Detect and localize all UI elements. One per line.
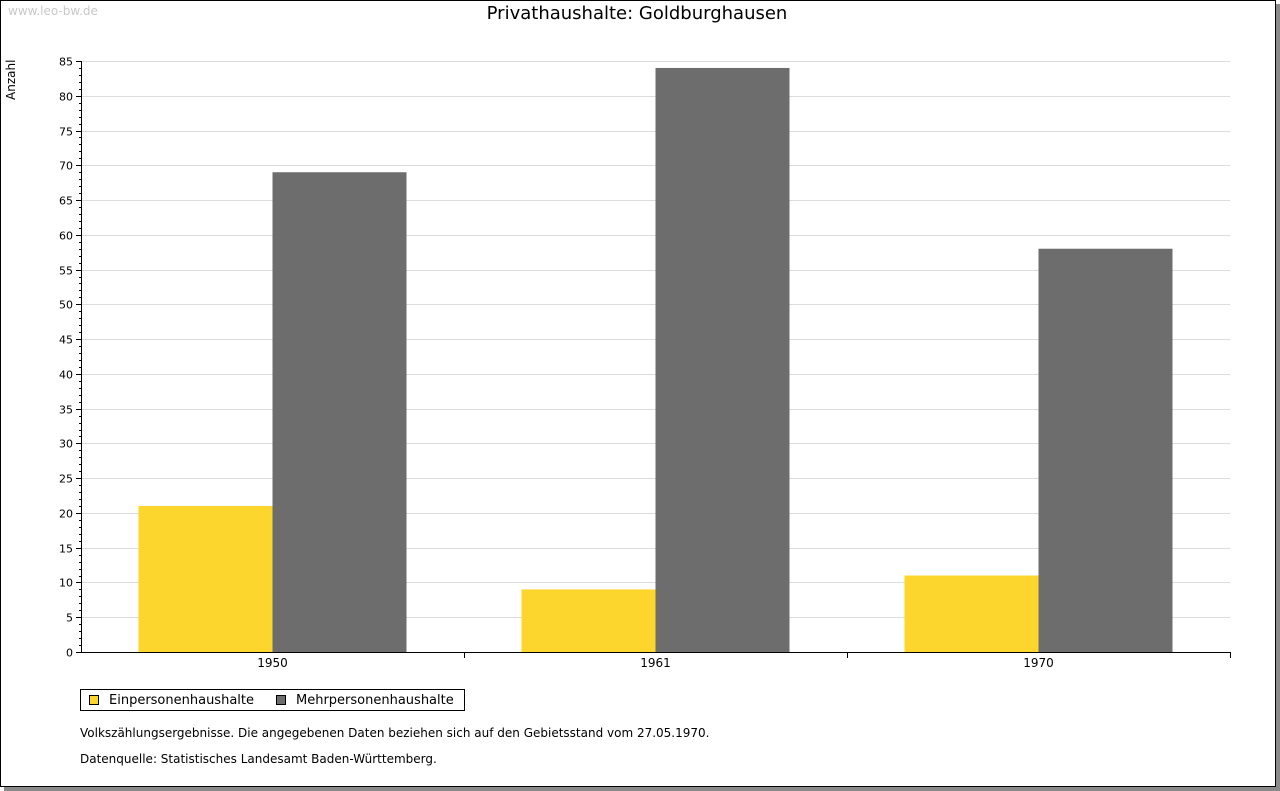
legend: Einpersonenhaushalte Mehrpersonenhaushal… bbox=[80, 689, 465, 711]
y-tick-label: 0 bbox=[66, 647, 73, 660]
legend-swatch-einpersonen bbox=[89, 695, 99, 705]
y-tick-label: 40 bbox=[59, 369, 73, 382]
y-tick-label: 30 bbox=[59, 438, 73, 451]
y-tick-label: 60 bbox=[59, 230, 73, 243]
y-tick-label: 70 bbox=[59, 160, 73, 173]
y-tick-label: 85 bbox=[59, 56, 73, 69]
y-tick-label: 15 bbox=[59, 543, 73, 556]
legend-item-mehrpersonen: Mehrpersonenhaushalte bbox=[276, 693, 454, 708]
legend-item-einpersonen: Einpersonenhaushalte bbox=[89, 693, 254, 708]
y-tick-label: 35 bbox=[59, 404, 73, 417]
bar-1970-1 bbox=[1038, 248, 1173, 652]
y-tick-label: 50 bbox=[59, 299, 73, 312]
y-tick-label: 20 bbox=[59, 508, 73, 521]
x-tick-label: 1961 bbox=[640, 656, 671, 670]
bar-1950-0 bbox=[138, 505, 273, 652]
y-tick-label: 65 bbox=[59, 195, 73, 208]
y-tick-label: 55 bbox=[59, 265, 73, 278]
y-tick-label: 25 bbox=[59, 473, 73, 486]
bar-1961-0 bbox=[521, 589, 656, 652]
legend-label-einpersonen: Einpersonenhaushalte bbox=[109, 692, 254, 708]
census-note: Volkszählungsergebnisse. Die angegebenen… bbox=[80, 726, 710, 740]
legend-label-mehrpersonen: Mehrpersonenhaushalte bbox=[296, 692, 454, 708]
y-tick-label: 75 bbox=[59, 126, 73, 139]
bar-1961-1 bbox=[655, 67, 790, 652]
source-note: Datenquelle: Statistisches Landesamt Bad… bbox=[80, 752, 437, 766]
bar-1970-0 bbox=[904, 575, 1039, 652]
y-tick-label: 10 bbox=[59, 577, 73, 590]
watermark: www.leo-bw.de bbox=[8, 4, 98, 18]
y-tick-label: 5 bbox=[66, 612, 73, 625]
y-tick-label: 45 bbox=[59, 334, 73, 347]
bar-1950-1 bbox=[272, 172, 407, 652]
legend-swatch-mehrpersonen bbox=[276, 695, 286, 705]
y-tick-label: 80 bbox=[59, 91, 73, 104]
x-tick-label: 1970 bbox=[1023, 656, 1054, 670]
chart-title: Privathaushalte: Goldburghausen bbox=[486, 3, 788, 24]
x-tick-label: 1950 bbox=[257, 656, 288, 670]
